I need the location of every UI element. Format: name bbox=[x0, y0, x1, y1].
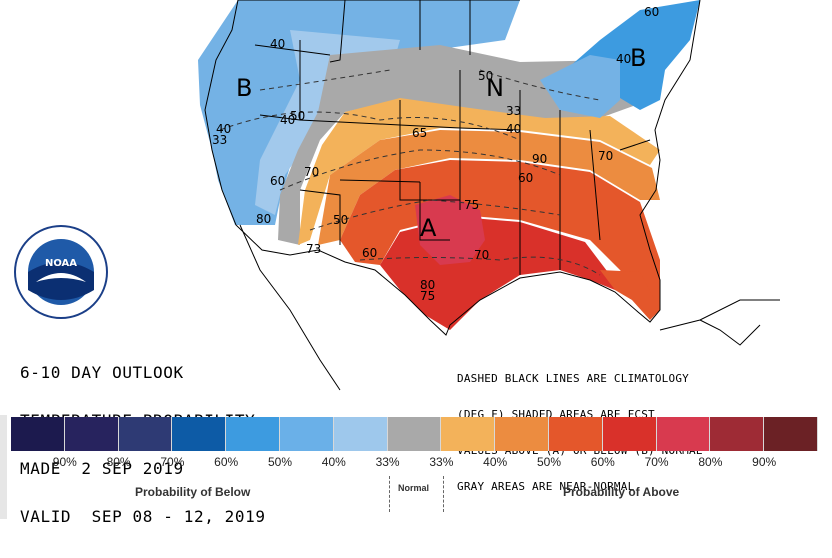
legend-swatch bbox=[764, 417, 818, 451]
above-region-florida bbox=[600, 270, 660, 320]
legend-swatch bbox=[441, 417, 496, 451]
legend-tick-label: 80% bbox=[698, 455, 723, 469]
isotherm-label: 73 bbox=[306, 242, 321, 256]
legend-tick-label: 50% bbox=[267, 455, 293, 469]
noaa-logo-text: NOAA bbox=[45, 258, 77, 269]
legend-swatch bbox=[64, 417, 119, 451]
normal-divider-left bbox=[389, 476, 390, 512]
legend-swatch bbox=[172, 417, 227, 451]
legend-tick-label: 70% bbox=[644, 455, 669, 469]
above-region-70 bbox=[415, 195, 485, 265]
above-region-33 bbox=[298, 98, 660, 245]
legend-tick-label: 40% bbox=[321, 455, 346, 469]
legend-tick-label: 33% bbox=[429, 455, 454, 469]
isotherm-label: 65 bbox=[412, 126, 427, 140]
below-caption: Probability of Below bbox=[135, 485, 251, 499]
outlook-figure: 40 40 40 40 50 60 70 65 40 33 60 90 70 6… bbox=[0, 0, 832, 525]
note-line: DASHED BLACK LINES ARE CLIMATOLOGY bbox=[457, 372, 689, 385]
isotherm-label: 70 bbox=[598, 149, 613, 163]
legend-swatch bbox=[710, 417, 765, 451]
legend-swatch bbox=[548, 417, 603, 451]
legend-tick-label: 60% bbox=[590, 455, 615, 469]
below-label-northeast: B bbox=[630, 44, 646, 72]
isotherm-label: 50 bbox=[333, 213, 348, 227]
isotherm-label: 70 bbox=[474, 248, 489, 262]
isotherm-label: 40 bbox=[616, 52, 631, 66]
legend-tick-label: 50% bbox=[536, 455, 562, 469]
isotherm-label: 40 bbox=[270, 37, 285, 51]
isotherm-label: 50 bbox=[290, 109, 305, 123]
isotherm-label: 75 bbox=[464, 198, 479, 212]
isotherm-label: 60 bbox=[644, 5, 659, 19]
isotherm-label: 40 bbox=[216, 122, 231, 136]
legend-tick-label: 40% bbox=[483, 455, 508, 469]
legend-tick-label: 33% bbox=[375, 455, 400, 469]
isotherm-label: 33 bbox=[506, 104, 521, 118]
note-line: GRAY AREAS ARE NEAR-NORMAL bbox=[457, 480, 635, 493]
near-normal-label: N bbox=[486, 74, 504, 102]
legend-tick-label: 90% bbox=[752, 455, 777, 469]
isotherm-label: 60 bbox=[270, 174, 285, 188]
above-label-center: A bbox=[420, 214, 437, 242]
isotherm-label: 80 bbox=[256, 212, 271, 226]
isotherm-label: 90 bbox=[532, 152, 547, 166]
isotherm-label: 70 bbox=[304, 165, 319, 179]
isotherm-label: 40 bbox=[506, 122, 521, 136]
legend-swatch bbox=[118, 417, 173, 451]
legend-swatch bbox=[387, 417, 442, 451]
below-label-west: B bbox=[236, 74, 252, 102]
legend-tick-label: 90% bbox=[52, 455, 77, 469]
legend-swatch bbox=[226, 417, 280, 451]
outlook-title-line: 6-10 DAY OUTLOOK bbox=[20, 363, 184, 382]
legend-tick-label: 70% bbox=[160, 455, 185, 469]
below-region-northeast-light bbox=[540, 55, 620, 118]
isotherm-label: 60 bbox=[518, 171, 533, 185]
legend-swatch bbox=[279, 417, 334, 451]
probability-legend-ticks: 90% 80% 70% 60% 50% 40% 33% 33% 40% 50% 60% 70% 80% 9… bbox=[0, 455, 832, 471]
isotherm-label: 80 bbox=[420, 278, 435, 292]
isotherm-label: 50 bbox=[478, 69, 493, 83]
forecast-map: 40 40 40 40 50 60 70 65 40 33 60 90 70 6… bbox=[14, 0, 780, 391]
legend-swatch bbox=[11, 417, 65, 451]
legend-swatch bbox=[656, 417, 711, 451]
legend-tick-label: 60% bbox=[214, 455, 239, 469]
legend-swatch bbox=[495, 417, 549, 451]
outlook-made-date: MADE 2 SEP 2019 bbox=[20, 459, 184, 478]
legend-tick-label: 80% bbox=[106, 455, 131, 469]
normal-divider-right bbox=[443, 476, 444, 512]
isotherm-label: 40 bbox=[280, 113, 295, 127]
isotherm-label: 75 bbox=[420, 289, 435, 303]
normal-caption: Normal bbox=[398, 483, 430, 493]
outlook-valid-range: VALID SEP 08 - 12, 2019 bbox=[20, 507, 266, 526]
isotherm-label: 60 bbox=[362, 246, 377, 260]
legend-swatch bbox=[602, 417, 657, 451]
above-region-40 bbox=[318, 130, 660, 245]
above-caption: Probability of Above bbox=[563, 485, 680, 499]
legend-swatch bbox=[333, 417, 388, 451]
isotherm-label: 33 bbox=[212, 133, 227, 147]
probability-legend-bar bbox=[11, 417, 818, 451]
noaa-logo: NOAA bbox=[14, 225, 108, 319]
